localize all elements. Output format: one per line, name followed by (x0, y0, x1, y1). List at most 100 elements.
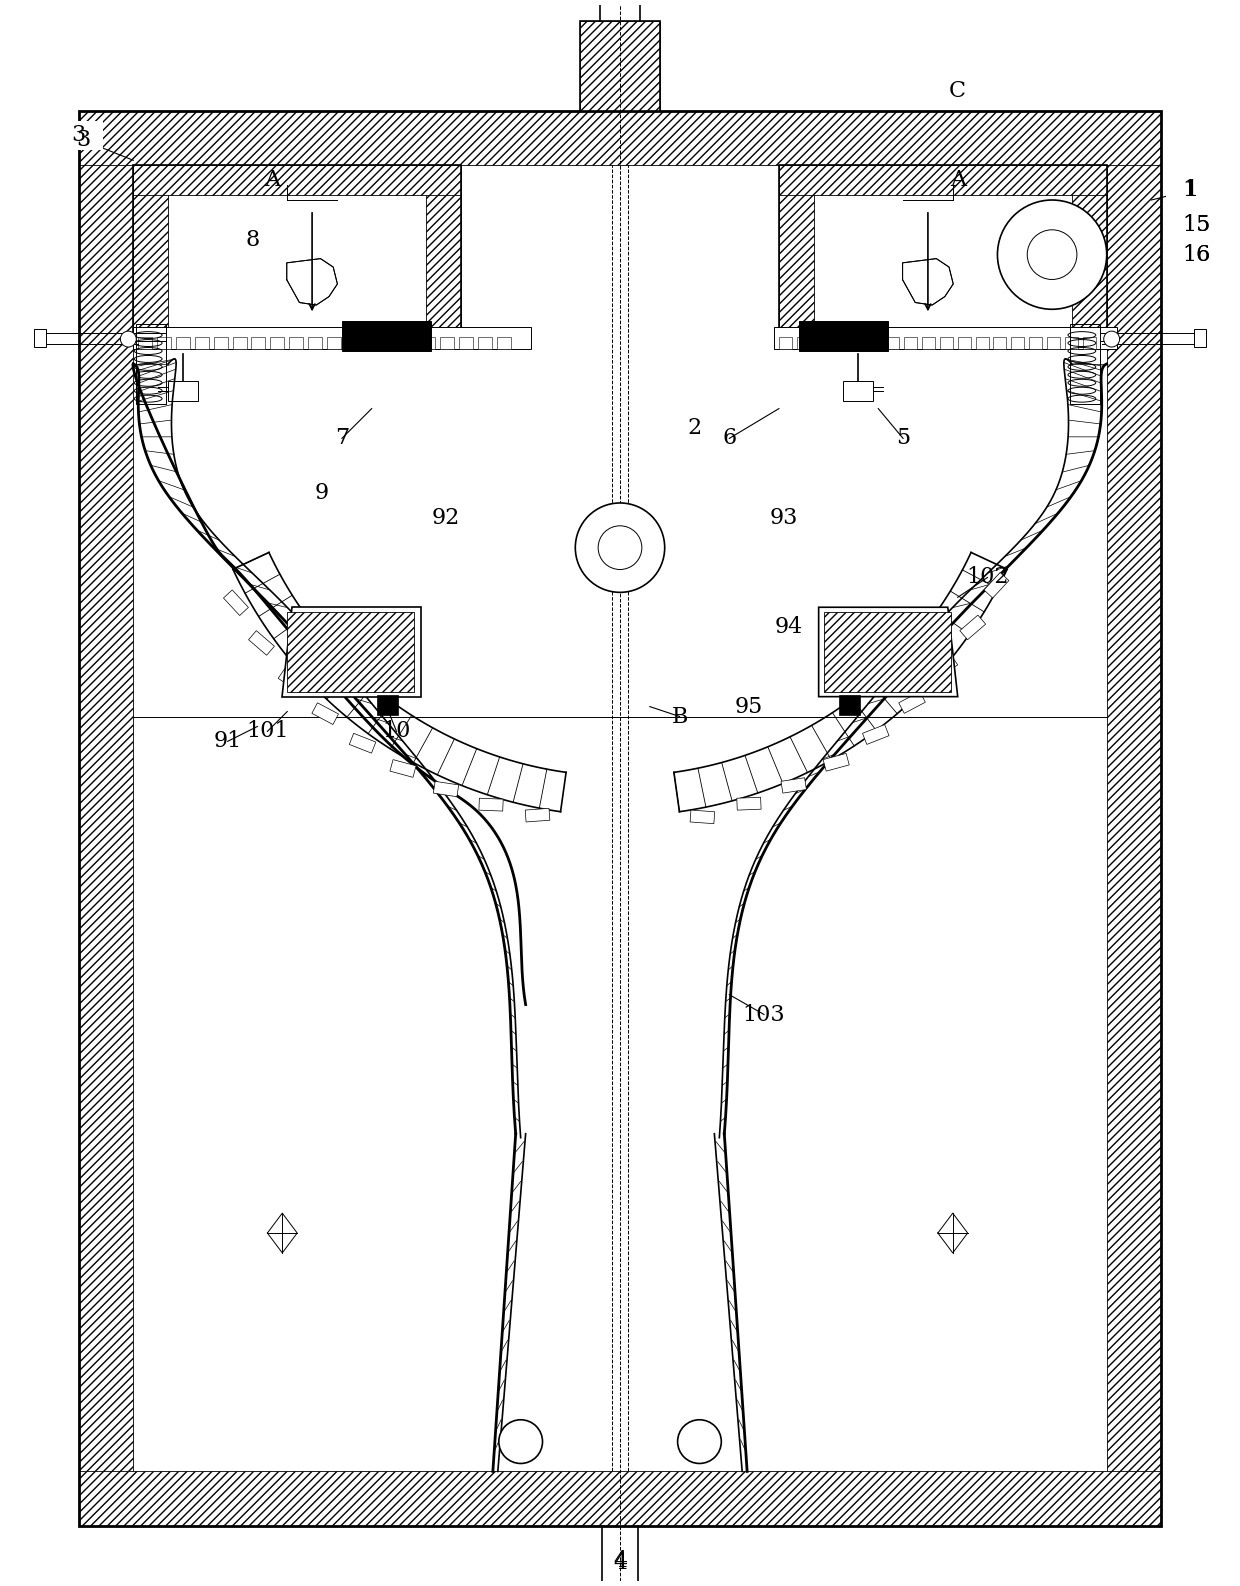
Bar (78, 111, 1162, 165)
Bar (887, 338, 899, 349)
Bar (823, 753, 849, 771)
Text: 8: 8 (246, 228, 259, 251)
Circle shape (498, 1419, 543, 1464)
Circle shape (1027, 230, 1076, 279)
Bar (133, 165, 461, 195)
Bar (427, 165, 461, 339)
Bar (1047, 338, 1060, 349)
Text: 3: 3 (72, 124, 86, 146)
Text: A: A (950, 170, 966, 192)
Bar (843, 381, 873, 401)
Bar (976, 338, 988, 349)
Bar (33, 330, 46, 347)
Text: 5: 5 (897, 427, 910, 449)
Text: 7: 7 (335, 427, 348, 449)
Circle shape (598, 527, 642, 569)
Bar (389, 760, 417, 777)
Bar (1065, 338, 1078, 349)
Bar (233, 338, 247, 349)
Text: 4: 4 (613, 1550, 627, 1572)
Bar (479, 798, 503, 810)
Bar (779, 165, 1107, 339)
Bar (1194, 330, 1207, 347)
Text: 9: 9 (315, 482, 329, 504)
Bar (312, 703, 339, 725)
Bar (270, 338, 284, 349)
Bar (248, 631, 274, 655)
Text: 95: 95 (735, 696, 764, 717)
Bar (403, 338, 417, 349)
Bar (169, 381, 198, 401)
Bar (832, 338, 846, 349)
Bar (779, 165, 1107, 195)
Text: 102: 102 (966, 566, 1009, 588)
Text: 1: 1 (1182, 179, 1197, 201)
Bar (985, 573, 1009, 598)
Bar (779, 338, 792, 349)
Bar (863, 725, 889, 744)
Bar (1029, 338, 1042, 349)
Text: 15: 15 (1182, 214, 1210, 236)
Bar (176, 338, 190, 349)
Bar (1012, 338, 1024, 349)
Bar (1167, 170, 1231, 270)
Bar (797, 338, 810, 349)
Text: 103: 103 (743, 1004, 785, 1026)
Text: 4: 4 (613, 1551, 627, 1573)
Bar (940, 338, 952, 349)
Bar (433, 782, 459, 796)
Bar (497, 338, 511, 349)
Bar (308, 338, 322, 349)
Bar (838, 695, 861, 715)
Bar (580, 21, 660, 111)
Bar (223, 590, 248, 615)
Bar (1083, 338, 1096, 349)
Bar (383, 338, 398, 349)
Bar (477, 338, 492, 349)
Circle shape (120, 331, 136, 347)
Circle shape (575, 503, 665, 592)
Text: 1: 1 (1184, 179, 1198, 201)
Bar (774, 327, 1117, 349)
Bar (133, 327, 531, 349)
Circle shape (677, 1419, 722, 1464)
Bar (157, 338, 171, 349)
Bar (899, 691, 925, 714)
Bar (781, 777, 806, 793)
Bar (868, 338, 882, 349)
Bar (213, 338, 228, 349)
Bar (133, 165, 461, 339)
Bar (799, 322, 888, 351)
Bar (53, 121, 103, 151)
Bar (957, 338, 971, 349)
Polygon shape (818, 607, 957, 696)
Bar (737, 798, 761, 810)
Bar (327, 338, 341, 349)
Text: 10: 10 (382, 720, 410, 742)
Polygon shape (903, 259, 954, 305)
Text: 15: 15 (1182, 214, 1210, 236)
Text: 3: 3 (77, 130, 91, 151)
Bar (136, 324, 166, 403)
Text: C: C (949, 79, 966, 102)
Bar (931, 655, 957, 679)
Bar (288, 612, 414, 691)
Text: 16: 16 (1182, 244, 1210, 265)
Bar (252, 338, 265, 349)
Circle shape (1104, 331, 1120, 347)
Bar (779, 165, 813, 339)
Bar (133, 165, 169, 339)
Text: 94: 94 (775, 615, 804, 638)
Text: 2: 2 (687, 417, 702, 439)
Bar (350, 733, 376, 753)
Text: 93: 93 (770, 508, 799, 528)
Bar (1071, 165, 1107, 339)
Bar (851, 338, 863, 349)
Polygon shape (286, 259, 337, 305)
Bar (993, 338, 1007, 349)
Bar (823, 612, 951, 691)
Text: B: B (671, 706, 688, 728)
Bar (377, 695, 398, 715)
Text: 92: 92 (432, 508, 460, 528)
Bar (904, 338, 918, 349)
